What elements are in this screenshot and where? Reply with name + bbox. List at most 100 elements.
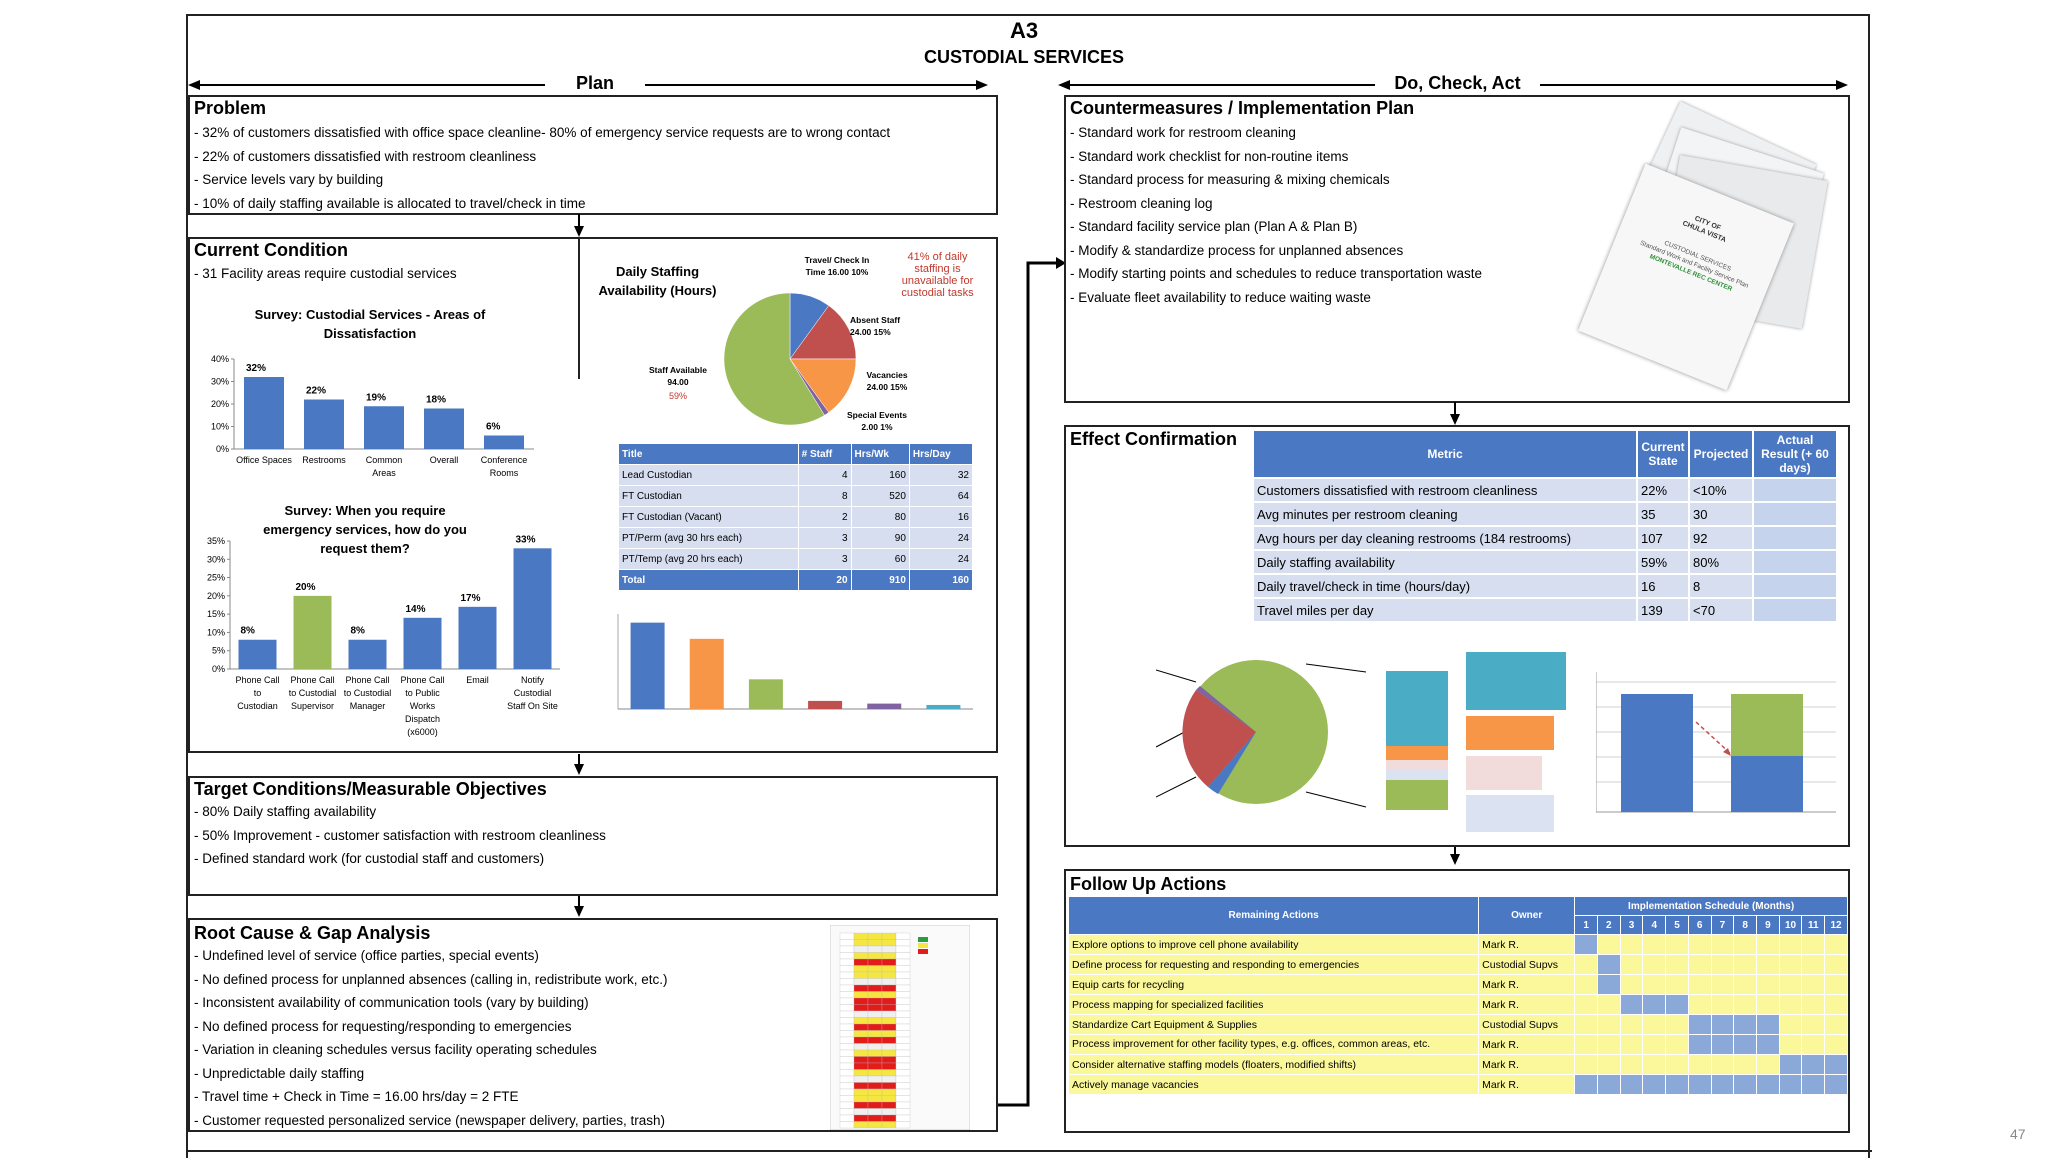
cell[interactable] [1752,573,1838,599]
sheet-cell [853,1108,869,1116]
target-line: - 50% Improvement - customer satisfactio… [194,827,606,843]
sheet-cell [895,965,911,973]
schedule-cell [1619,1014,1644,1035]
staff-bar-chart [617,614,973,710]
cell: FT Custodian [618,485,799,507]
schedule-cell [1596,954,1621,975]
followup-actions-header: Remaining Actions [1067,896,1480,935]
cell: PT/Temp (avg 20 hrs each) [618,548,799,570]
cell[interactable] [1752,525,1838,551]
schedule-cell [1619,994,1644,1015]
y-tick-label: 10% [211,422,229,432]
sheet-cell [839,1023,855,1031]
cell: Daily travel/check in time (hours/day) [1252,573,1638,599]
y-tick-label: 35% [207,536,225,546]
sheet-cell [867,952,883,960]
table-row: Process improvement for other facility t… [1067,1034,1848,1055]
action-cell: Actively manage vacancies [1067,1074,1480,1095]
effect-bar-graphic [1596,672,1836,813]
sheet-cell [839,1010,855,1018]
schedule-cell [1801,1054,1826,1075]
sheet-cell [881,1023,897,1031]
schedule-cell [1801,1014,1826,1035]
schedule-cell [1642,934,1667,955]
cell[interactable] [1752,549,1838,575]
owner-cell: Mark R. [1478,934,1576,955]
sheet-cell [853,991,869,999]
schedule-cell [1687,974,1712,995]
problem-section: Problem - 32% of customers dissatisfied … [188,95,998,215]
schedule-cell [1574,954,1598,975]
cell[interactable] [1752,501,1838,527]
table-row: Daily travel/check in time (hours/day) 1… [1252,573,1838,599]
month-header: 5 [1665,915,1689,935]
sheet-cell [853,978,869,986]
schedule-cell [1824,1034,1848,1055]
sheet-cell [853,1114,869,1122]
effect-th: Actual Result (+ 60 days) [1752,429,1838,479]
schedule-cell [1619,1054,1644,1075]
schedule-cell [1710,1074,1735,1095]
category-label: to Custodial [344,688,392,698]
root-list: - Undefined level of service (office par… [194,944,668,1132]
sheet-cell [895,1023,911,1031]
bar [364,406,404,449]
sheet-cell [881,1043,897,1051]
bar [244,377,284,449]
schedule-cell [1687,1014,1712,1035]
sheet-cell [895,1056,911,1064]
category-label: Staff On Site [507,701,558,711]
sheet-cell [839,1101,855,1109]
pie-slice [789,305,857,360]
y-tick-label: 30% [211,377,229,387]
sheet-cell [881,1088,897,1096]
countermeasures-section: Countermeasures / Implementation Plan - … [1064,95,1850,403]
sheet-cell [867,978,883,986]
cell: 20 [797,569,852,591]
cell[interactable] [1752,477,1838,503]
schedule-cell [1619,1034,1644,1055]
sheet-cell [867,1114,883,1122]
problem-line: - Service levels vary by building [194,172,384,187]
effect-section: Effect Confirmation Metric Current State… [1064,425,1850,847]
sheet-legend [918,937,928,942]
schedule-cell [1574,994,1598,1015]
sheet-cell [895,932,911,940]
schedule-cell [1824,1054,1848,1075]
sheet-cell [881,932,897,940]
table-row: Actively manage vacancies Mark R. [1067,1074,1848,1095]
sheet-cell [881,971,897,979]
schedule-cell [1710,1054,1735,1075]
schedule-cell [1642,1014,1667,1035]
bar [304,399,344,449]
bottom-rule [186,1150,1872,1152]
sheet-cell [881,1069,897,1077]
sheet-cell [895,1082,911,1090]
schedule-cell [1642,1034,1667,1055]
schedule-cell [1755,974,1780,995]
schedule-cell [1687,934,1712,955]
sheet-cell [853,1062,869,1070]
schedule-cell [1755,994,1780,1015]
cell: Avg hours per day cleaning restrooms (18… [1252,525,1638,551]
bar [238,639,277,669]
cell: Lead Custodian [618,464,799,486]
cell[interactable] [1752,597,1838,623]
owner-cell: Mark R. [1478,974,1576,995]
page-title: A3 [1009,18,1039,43]
table-row: Travel miles per day 139 <70 [1252,597,1838,623]
category-label: Overall [430,455,459,465]
sheet-cell [881,1010,897,1018]
month-header: 9 [1755,915,1780,935]
schedule-cell [1824,994,1848,1015]
target-list: - 80% Daily staffing availability - 50% … [194,800,606,871]
category-label: to Custodial [289,688,337,698]
schedule-cell [1755,934,1780,955]
sheet-cell [881,991,897,999]
problem-line: - 22% of customers dissatisfied with res… [194,148,537,164]
schedule-cell [1619,954,1644,975]
schedule-cell [1574,1034,1598,1055]
sheet-cell [867,1043,883,1051]
followup-schedule-header: Implementation Schedule (Months) [1574,896,1848,916]
sheet-cell [853,945,869,953]
